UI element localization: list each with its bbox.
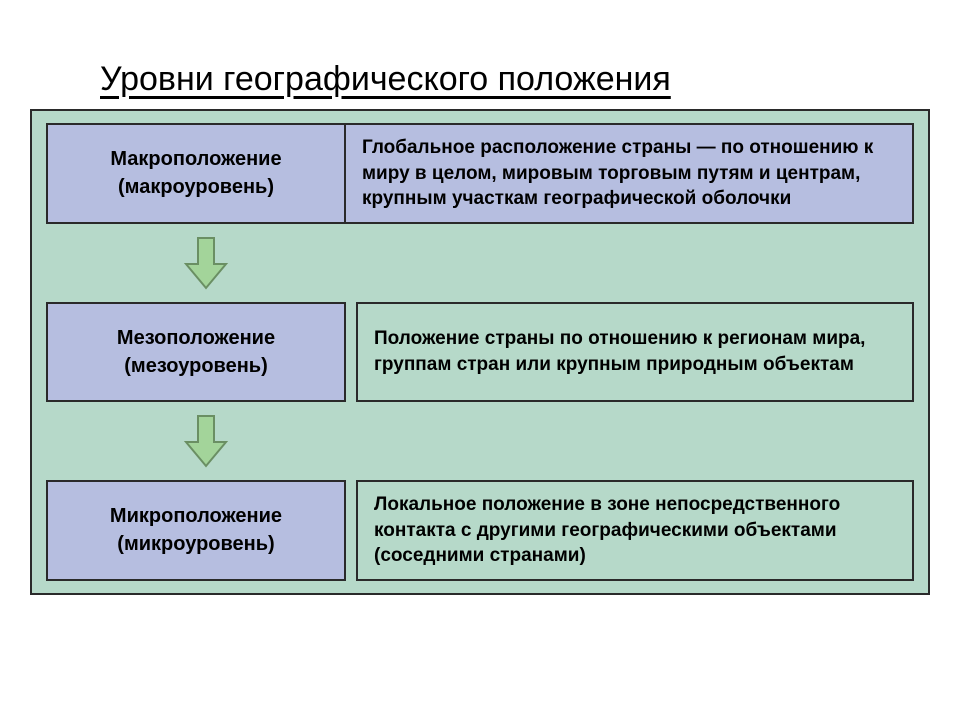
diagram-container: Макроположение (макроуровень) Глобальное…: [30, 109, 930, 595]
term-box-meso: Мезоположение (мезоуровень): [46, 302, 346, 402]
level-row: Мезоположение (мезоуровень) Положение ст…: [32, 290, 928, 414]
desc-text: Глобальное расположение страны — по отно…: [362, 135, 896, 212]
term-sublabel: (макроуровень): [60, 173, 332, 201]
desc-box-macro: Глобальное расположение страны — по отно…: [346, 123, 914, 224]
arrow-down-icon: [182, 414, 230, 468]
level-row: Макроположение (макроуровень) Глобальное…: [32, 111, 928, 236]
desc-box-micro: Локальное положение в зоне непосредствен…: [356, 480, 914, 581]
term-label: Мезоположение: [60, 324, 332, 352]
arrow-down-icon: [182, 236, 230, 290]
desc-text: Положение страны по отношению к регионам…: [374, 326, 896, 377]
arrow-down: [32, 236, 928, 290]
arrow-down: [32, 414, 928, 468]
level-row: Микроположение (микроуровень) Локальное …: [32, 468, 928, 593]
term-sublabel: (мезоуровень): [60, 352, 332, 380]
desc-text: Локальное положение в зоне непосредствен…: [374, 492, 896, 569]
term-box-micro: Микроположение (микроуровень): [46, 480, 346, 581]
term-label: Микроположение: [60, 502, 332, 530]
term-sublabel: (микроуровень): [60, 530, 332, 558]
term-box-macro: Макроположение (макроуровень): [46, 123, 346, 224]
page-title: Уровни географического положения: [0, 0, 960, 109]
term-label: Макроположение: [60, 145, 332, 173]
desc-box-meso: Положение страны по отношению к регионам…: [356, 302, 914, 402]
